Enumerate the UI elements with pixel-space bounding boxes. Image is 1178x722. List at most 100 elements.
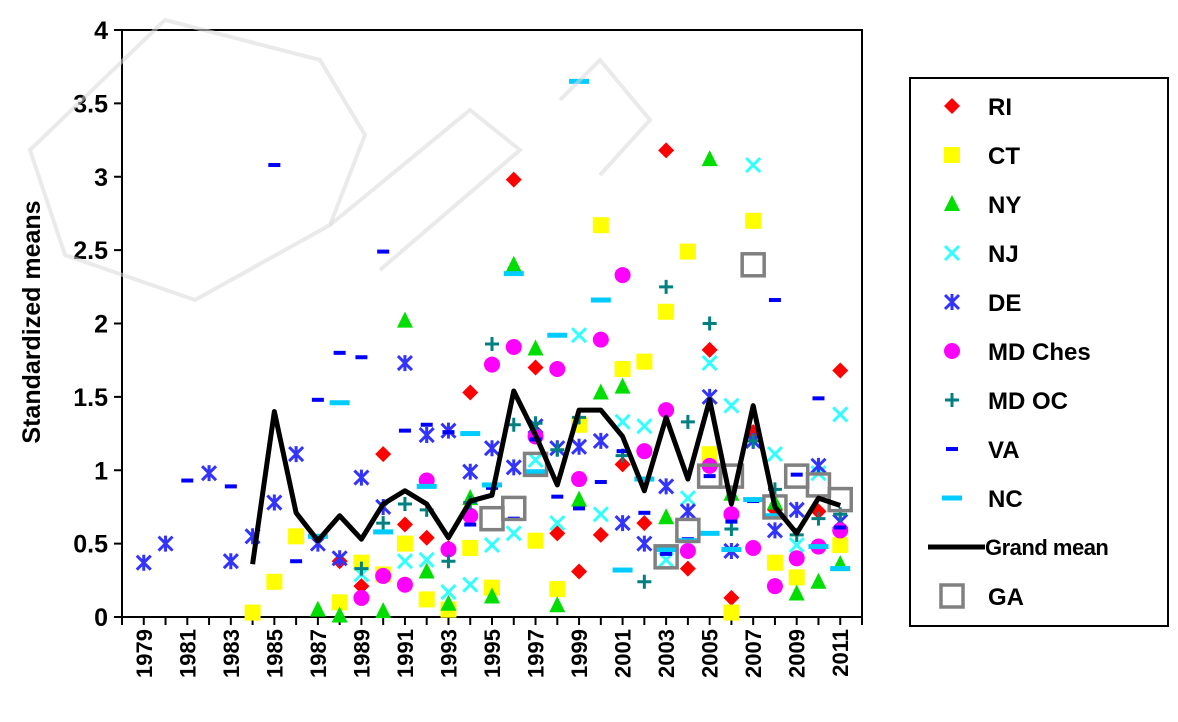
legend-label: MD Ches (988, 339, 1091, 366)
data-point (527, 451, 544, 469)
data-point (830, 566, 851, 572)
data-point (701, 446, 718, 463)
data-point (503, 271, 524, 277)
data-point (766, 446, 784, 463)
data-point (460, 431, 481, 437)
legend-label: CT (988, 143, 1020, 170)
data-point (396, 516, 413, 533)
x-tick-label: 1979 (132, 629, 157, 678)
data-point (420, 422, 433, 427)
data-point (594, 479, 607, 484)
data-point (766, 578, 783, 595)
legend-item: Grand mean (928, 535, 1109, 560)
data-point (200, 465, 218, 482)
data-point (724, 521, 739, 536)
data-point (549, 515, 566, 532)
data-point (832, 537, 849, 554)
legend-item: NY (944, 192, 1021, 219)
data-point (701, 341, 718, 358)
data-point (505, 255, 522, 272)
data-point (658, 478, 675, 495)
data-point (550, 442, 565, 457)
legend-swatch (943, 293, 961, 311)
y-tick-label: 3 (94, 164, 108, 192)
y-tick-label: 0 (94, 604, 108, 632)
data-point (768, 298, 781, 303)
data-point (462, 576, 479, 593)
x-tick-label: 2005 (698, 629, 723, 678)
data-point (353, 469, 370, 486)
data-point (375, 567, 392, 584)
data-point (616, 449, 629, 454)
legend-item: NC (942, 486, 1023, 513)
data-point (549, 360, 566, 377)
data-point (331, 550, 348, 567)
data-point (718, 463, 745, 489)
legend-label: RI (988, 94, 1012, 121)
data-point (288, 446, 305, 463)
x-tick-label: 2011 (828, 629, 853, 677)
legend-swatch (942, 495, 962, 501)
series-ny (309, 150, 849, 623)
legend-label: NC (988, 486, 1023, 513)
data-point (614, 267, 631, 284)
data-point (573, 506, 586, 511)
data-point (764, 513, 785, 519)
data-point (355, 355, 368, 360)
data-point (440, 594, 457, 611)
data-point (658, 508, 675, 525)
data-point (679, 243, 696, 260)
data-point (788, 584, 805, 601)
data-point (441, 554, 456, 569)
data-point (547, 332, 568, 338)
data-point (418, 426, 435, 444)
data-point (288, 528, 305, 545)
data-point (396, 553, 414, 570)
data-point (636, 418, 653, 435)
data-point (396, 535, 413, 552)
data-point (353, 578, 370, 595)
legend-item: VA (946, 437, 1020, 464)
data-point (832, 406, 849, 423)
data-point (157, 535, 174, 552)
data-point (614, 413, 631, 430)
series-de (135, 355, 849, 571)
legend-item: CT (944, 143, 1020, 170)
data-point (745, 212, 762, 229)
data-point (396, 311, 413, 328)
data-point (592, 526, 609, 543)
data-point (462, 540, 479, 557)
data-point (675, 517, 701, 544)
data-point (418, 529, 435, 546)
data-point (660, 551, 673, 556)
data-point (636, 443, 653, 460)
x-tick-label: 1993 (436, 629, 461, 678)
data-point (501, 495, 527, 522)
data-point (181, 478, 194, 483)
data-point (331, 594, 348, 611)
data-point (483, 440, 501, 457)
data-point (569, 78, 590, 84)
data-point (746, 433, 761, 448)
data-point (244, 604, 261, 621)
data-point (812, 396, 825, 401)
data-point (462, 463, 479, 480)
data-point (788, 501, 805, 518)
data-point (333, 350, 346, 355)
y-tick-label: 1.5 (73, 384, 108, 412)
data-point (723, 397, 740, 414)
data-point (810, 457, 827, 474)
legend-label: NJ (988, 241, 1019, 268)
data-point (527, 532, 544, 549)
legend-label: DE (988, 290, 1021, 317)
data-point (725, 519, 738, 524)
x-tick-label: 1983 (219, 629, 244, 678)
plot-area: 0 0.5 1 1.5 2 2.5 3 3.5 4 1979 1981 1983 1985 1987 198… (73, 17, 863, 678)
x-tick-label: 2001 (611, 629, 636, 678)
data-point (268, 163, 281, 168)
legend-item: GA (939, 583, 1024, 611)
data-point (549, 525, 566, 542)
data-point (699, 530, 720, 536)
